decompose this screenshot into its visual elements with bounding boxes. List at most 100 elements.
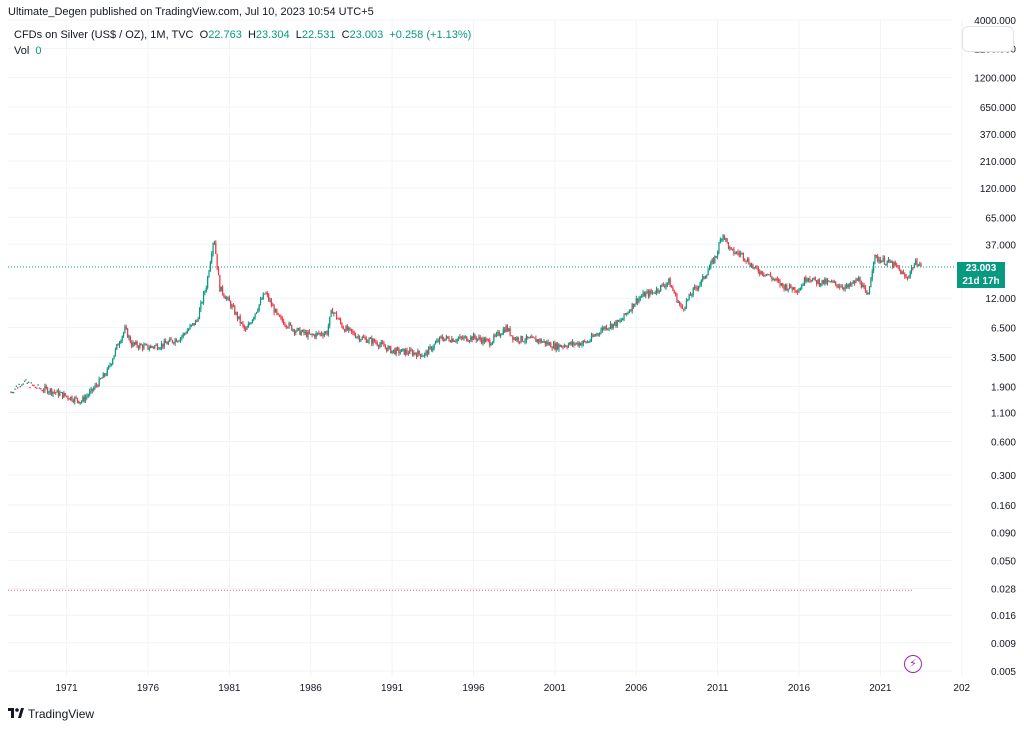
candle-body <box>727 242 730 249</box>
candle-body <box>525 336 527 341</box>
candle-body <box>311 333 313 335</box>
symbol-description[interactable]: CFDs on Silver (US$ / OZ), 1M, TVC <box>14 29 194 41</box>
candle-body <box>72 400 74 402</box>
candle-body <box>139 344 141 349</box>
candle-body <box>589 340 591 342</box>
candle-body <box>826 280 829 284</box>
candle-body <box>391 350 393 354</box>
candle-body <box>48 392 50 394</box>
candle-body <box>778 280 780 282</box>
candle-body <box>765 274 768 276</box>
y-tick-label: 1.900 <box>991 382 1016 393</box>
candle-body <box>430 346 433 351</box>
candle-body <box>757 268 759 272</box>
candle-body <box>306 331 308 337</box>
candle-body <box>127 328 129 338</box>
candle-body <box>817 279 819 284</box>
candle-body <box>421 355 423 357</box>
candle-body <box>502 329 504 334</box>
candle-body <box>809 278 811 281</box>
footer-brand[interactable]: TradingView <box>8 707 94 721</box>
candle-body <box>163 340 165 347</box>
candle-body <box>749 264 751 267</box>
candle-body <box>110 363 112 366</box>
candle-body <box>365 338 367 343</box>
candle-body <box>329 316 331 327</box>
lightning-icon[interactable]: ⚡ <box>904 655 922 673</box>
candle-body <box>512 335 514 340</box>
candle-body <box>185 333 187 335</box>
candle-body <box>883 257 886 265</box>
candle-body <box>801 285 803 289</box>
candle-body <box>307 331 309 337</box>
candle-body <box>877 256 879 261</box>
candle-body <box>255 312 258 314</box>
candle-body <box>459 336 461 339</box>
candle-body <box>213 242 216 244</box>
candle-body <box>561 346 563 348</box>
candle-body <box>570 342 572 345</box>
candle-body <box>841 286 844 288</box>
candle-body <box>448 338 450 341</box>
candle-body <box>577 342 579 346</box>
candle-body <box>529 337 532 339</box>
candle-body <box>708 267 711 271</box>
candle-body <box>201 302 203 304</box>
candle-body <box>371 338 373 344</box>
candle-body <box>483 338 485 343</box>
candle-body <box>566 346 568 348</box>
candle-body <box>388 346 390 348</box>
candle-body <box>216 253 218 268</box>
candle-body <box>798 290 800 293</box>
candle-body <box>524 340 526 342</box>
price-dot <box>16 387 19 389</box>
candle-body <box>188 329 190 331</box>
candle-body <box>84 396 87 401</box>
candle-body <box>396 348 399 350</box>
candle-body <box>133 342 136 345</box>
candle-body <box>179 337 182 341</box>
candle-body <box>339 319 342 323</box>
candle-body <box>194 320 197 325</box>
x-tick-label: 2021 <box>869 683 892 694</box>
candle-body <box>618 320 620 322</box>
candle-body <box>226 297 228 299</box>
candle-body <box>426 351 428 355</box>
candle-body <box>451 338 453 343</box>
candle-body <box>645 292 647 297</box>
candle-body <box>102 373 104 379</box>
price-dot <box>31 384 34 386</box>
candle-body <box>523 341 525 343</box>
candle-body <box>70 396 72 400</box>
candle-body <box>178 340 180 342</box>
candle-body <box>569 342 571 345</box>
y-tick-label: 370.000 <box>980 130 1017 141</box>
y-tick-label: 650.000 <box>980 103 1017 114</box>
candle-body <box>822 279 825 284</box>
candle-body <box>622 318 624 321</box>
low-value: 22.531 <box>301 29 336 41</box>
scale-settings-button[interactable] <box>962 26 1014 52</box>
candle-body <box>170 338 172 341</box>
candle-body <box>284 324 286 326</box>
candle-body <box>504 329 506 333</box>
candle-body <box>55 392 57 394</box>
candle-body <box>731 248 734 250</box>
candle-body <box>95 385 98 387</box>
y-tick-label: 0.090 <box>991 529 1016 540</box>
candle-body <box>356 336 358 338</box>
candle-body <box>208 271 210 277</box>
price-dot <box>25 379 27 381</box>
candle-body <box>575 342 578 344</box>
candle-body <box>372 339 374 344</box>
candle-body <box>447 336 449 339</box>
candle-body <box>310 333 312 335</box>
candle-body <box>516 337 518 341</box>
candle-body <box>406 350 408 353</box>
candle-body <box>283 320 285 325</box>
candle-body <box>843 287 845 289</box>
candle-body <box>345 326 347 332</box>
price-dot <box>11 391 14 394</box>
x-tick-label: 2011 <box>707 683 729 694</box>
